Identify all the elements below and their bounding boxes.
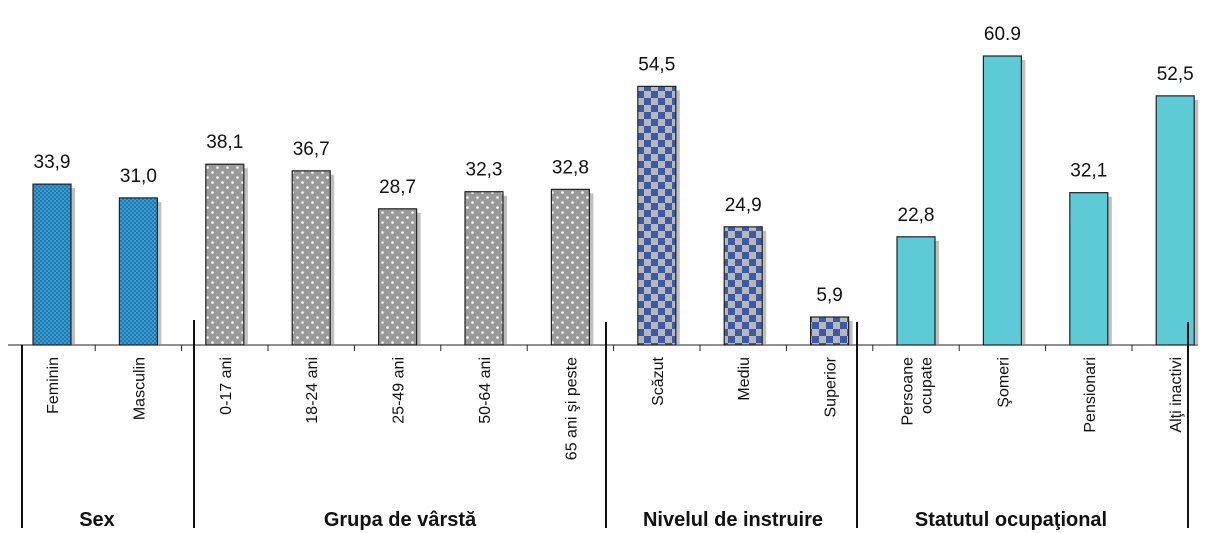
data-label-pensionari: 32,1 xyxy=(1070,161,1107,182)
bar-persoane-ocupate xyxy=(896,236,936,346)
category-label-scazut: Scăzut xyxy=(650,356,667,405)
data-label-65-ani-si-peste: 32,8 xyxy=(552,157,589,178)
category-label-feminin: Feminin xyxy=(45,357,62,414)
category-label-persoane-ocupate: Persoane ocupate xyxy=(900,357,936,426)
bar-masculin xyxy=(118,197,159,346)
category-label-text: Alţi inactivi xyxy=(1168,357,1185,433)
category-label-text: Mediu xyxy=(736,357,753,401)
bar-0-17-ani xyxy=(205,163,245,346)
category-label-65-ani-si-peste: 65 ani şi peste xyxy=(563,357,580,460)
category-label-text: 50-64 ani xyxy=(477,357,494,424)
category-label-text: 0-17 ani xyxy=(218,357,235,415)
category-label-alti-inactivi: Alţi inactivi xyxy=(1168,357,1185,433)
data-label-alti-inactivi: 52,5 xyxy=(1157,64,1194,85)
category-label-18-24-ani: 18-24 ani xyxy=(304,357,321,424)
bar-someri xyxy=(982,55,1023,346)
bar-25-49-ani xyxy=(378,208,418,346)
category-label-text: Pensionari xyxy=(1082,357,1099,433)
bar-alti-inactivi xyxy=(1155,95,1195,346)
data-label-18-24-ani: 36,7 xyxy=(293,139,330,160)
category-label-text: 25-49 ani xyxy=(391,357,408,424)
data-label-masculin: 31,0 xyxy=(120,166,157,187)
bar-18-24-ani xyxy=(291,170,331,346)
category-label-masculin: Masculin xyxy=(131,357,148,420)
category-label-superior: Superior xyxy=(823,356,840,417)
category-label-pensionari: Pensionari xyxy=(1082,357,1099,433)
bar-mediu xyxy=(723,226,763,346)
category-label-50-64-ani: 50-64 ani xyxy=(477,357,494,424)
data-label-scazut: 54,5 xyxy=(638,54,675,75)
data-label-feminin: 33,9 xyxy=(34,152,71,173)
data-label-0-17-ani: 38,1 xyxy=(206,132,243,153)
category-label-text: Persoane xyxy=(900,357,917,426)
bar-superior xyxy=(809,316,850,346)
group-title-grupa-de-varsta: Grupa de vârstă xyxy=(324,509,477,531)
data-label-50-64-ani: 32,3 xyxy=(466,160,503,181)
data-label-persoane-ocupate: 22,8 xyxy=(898,205,935,226)
group-title-statutul-ocupational: Statutul ocupaţional xyxy=(915,509,1107,531)
category-label-text: Şomeri xyxy=(995,357,1012,408)
category-label-text: Scăzut xyxy=(650,356,667,405)
category-label-25-49-ani: 25-49 ani xyxy=(391,357,408,424)
bar-pensionari xyxy=(1069,192,1109,346)
bar-65-ani-si-peste xyxy=(550,188,591,346)
category-label-0-17-ani: 0-17 ani xyxy=(218,357,235,415)
category-label-mediu: Mediu xyxy=(736,357,753,401)
data-label-superior: 5,9 xyxy=(816,285,842,306)
data-label-25-49-ani: 28,7 xyxy=(379,177,416,198)
data-label-someri: 60.9 xyxy=(984,24,1021,45)
bar-scazut xyxy=(637,85,677,346)
category-label-text: Feminin xyxy=(45,357,62,414)
data-label-mediu: 24,9 xyxy=(725,195,762,216)
category-label-text: ocupate xyxy=(919,357,936,414)
category-label-text: Masculin xyxy=(131,357,148,420)
group-title-nivelul-de-instruire: Nivelul de instruire xyxy=(643,509,823,531)
category-label-text: 65 ani şi peste xyxy=(563,357,580,460)
category-label-someri: Şomeri xyxy=(995,357,1012,408)
category-label-text: 18-24 ani xyxy=(304,357,321,424)
bar-feminin xyxy=(32,183,72,346)
group-title-sex: Sex xyxy=(79,509,115,531)
bar-50-64-ani xyxy=(464,191,504,346)
category-label-text: Superior xyxy=(823,356,840,417)
